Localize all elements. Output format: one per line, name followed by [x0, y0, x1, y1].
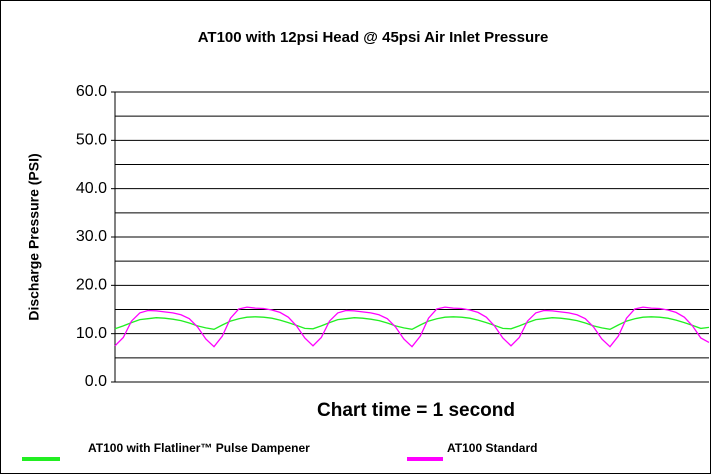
y-tick-label: 20.0	[76, 277, 107, 294]
legend-label: AT100 with Flatliner™ Pulse Dampener	[88, 441, 310, 455]
y-tick-label: 30.0	[76, 228, 107, 245]
series-line	[114, 306, 710, 348]
y-tick-label: 10.0	[76, 325, 107, 342]
y-tick-label: 50.0	[76, 132, 107, 149]
x-axis-label: Chart time = 1 second	[317, 400, 515, 421]
y-axis-label: Discharge Pressure (PSI)	[26, 153, 42, 320]
y-tick-label: 0.0	[85, 373, 107, 390]
y-tick-label: 40.0	[76, 180, 107, 197]
chart-title: AT100 with 12psi Head @ 45psi Air Inlet …	[198, 29, 549, 46]
y-tick-label: 60.0	[76, 83, 107, 100]
series-line	[114, 316, 710, 330]
legend-label: AT100 Standard	[447, 441, 537, 455]
